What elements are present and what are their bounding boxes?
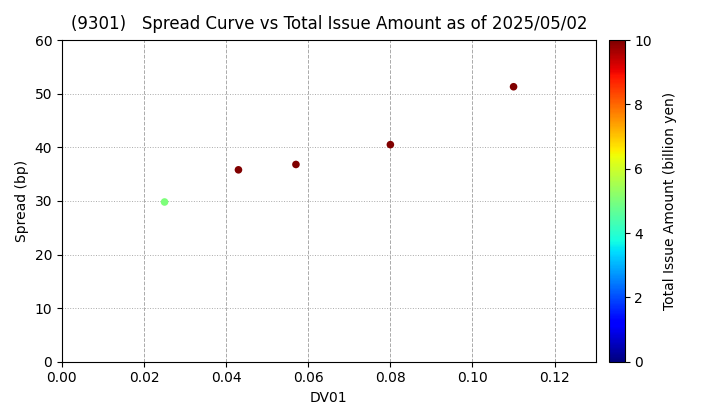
Point: [159, 199, 171, 205]
Point: [508, 84, 519, 90]
Y-axis label: Total Issue Amount (billion yen): Total Issue Amount (billion yen): [663, 92, 677, 310]
Y-axis label: Spread (bp): Spread (bp): [15, 160, 29, 242]
X-axis label: DV01: DV01: [310, 391, 348, 405]
Point: [290, 161, 302, 168]
Title: (9301)   Spread Curve vs Total Issue Amount as of 2025/05/02: (9301) Spread Curve vs Total Issue Amoun…: [71, 15, 587, 33]
Point: [384, 141, 396, 148]
Point: [233, 166, 244, 173]
